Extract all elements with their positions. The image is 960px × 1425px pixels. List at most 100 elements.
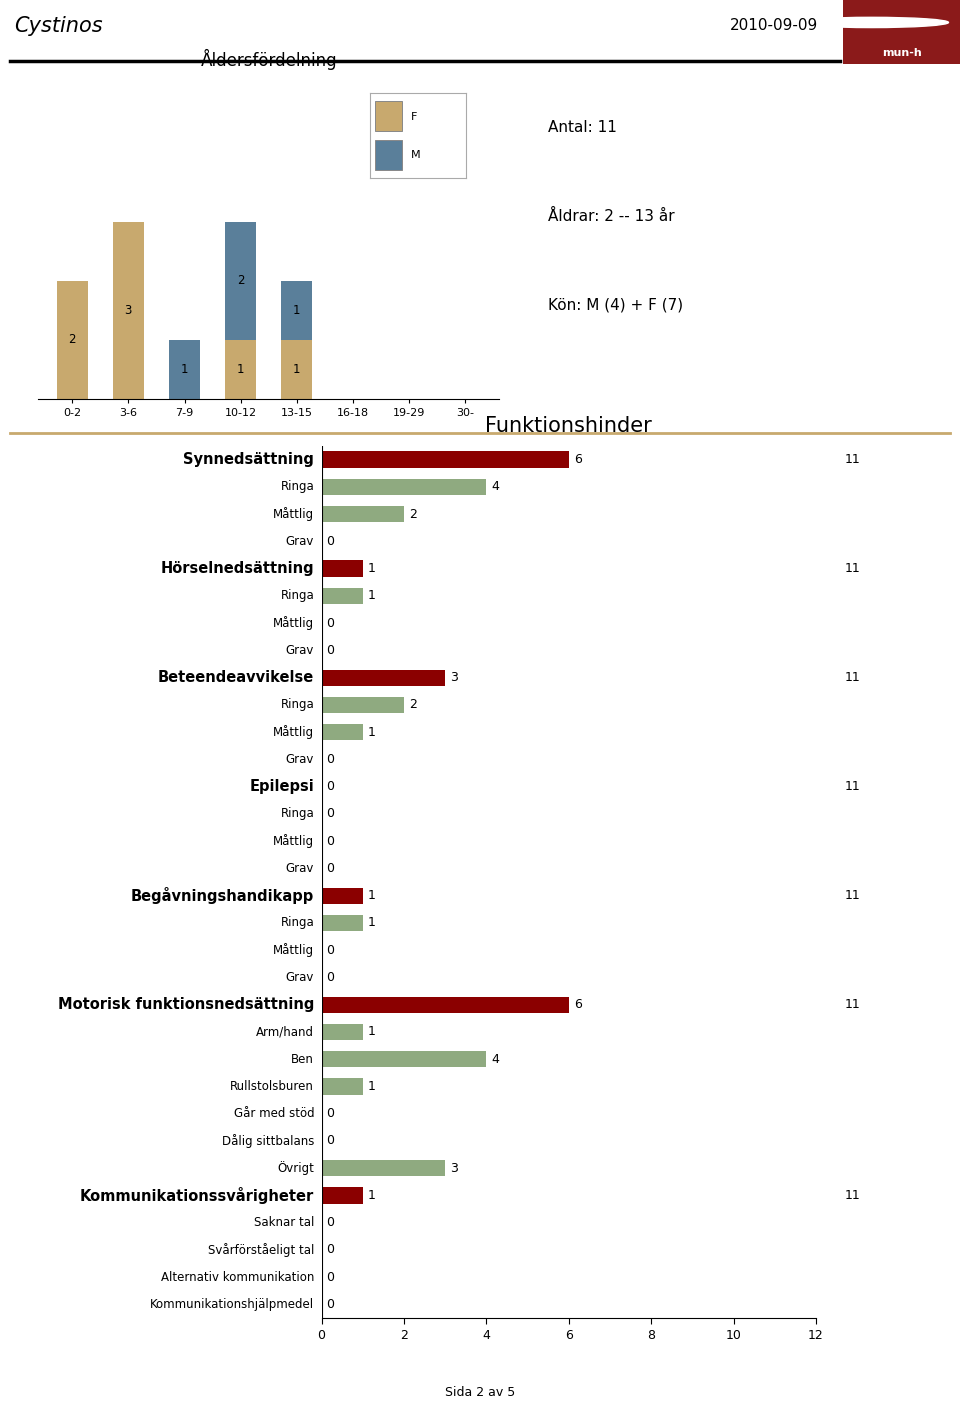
Text: 1: 1 xyxy=(368,563,375,576)
Text: 0: 0 xyxy=(326,644,334,657)
Text: 0: 0 xyxy=(326,1298,334,1311)
Text: Måttlig: Måttlig xyxy=(273,507,314,522)
Text: 1: 1 xyxy=(293,363,300,376)
Text: 1: 1 xyxy=(368,1080,375,1093)
Text: Måttlig: Måttlig xyxy=(273,834,314,848)
Text: 4: 4 xyxy=(492,480,499,493)
Text: 6: 6 xyxy=(574,453,582,466)
Text: 0: 0 xyxy=(326,835,334,848)
Text: 0: 0 xyxy=(326,943,334,956)
Text: 0: 0 xyxy=(326,862,334,875)
Bar xyxy=(281,281,312,341)
Text: Kommunikationssvårigheter: Kommunikationssvårigheter xyxy=(80,1187,314,1204)
Text: 0: 0 xyxy=(326,1107,334,1120)
Text: 11: 11 xyxy=(845,563,860,576)
Text: mun-h: mun-h xyxy=(882,47,923,57)
Text: 0: 0 xyxy=(326,1217,334,1230)
Bar xyxy=(322,888,363,903)
Circle shape xyxy=(795,17,948,27)
Text: Hörselnedsättning: Hörselnedsättning xyxy=(160,561,314,576)
Text: Beteendeavvikelse: Beteendeavvikelse xyxy=(158,670,314,685)
Bar xyxy=(322,697,404,712)
Bar xyxy=(113,222,144,399)
Text: Svårförståeligt tal: Svårförståeligt tal xyxy=(207,1243,314,1257)
Text: Grav: Grav xyxy=(286,534,314,547)
Bar xyxy=(226,341,256,399)
Text: Ringa: Ringa xyxy=(280,698,314,711)
Text: Ringa: Ringa xyxy=(280,480,314,493)
Text: Antal: 11: Antal: 11 xyxy=(548,120,617,135)
Text: F: F xyxy=(411,111,417,121)
Text: Ringa: Ringa xyxy=(280,916,314,929)
Text: Grav: Grav xyxy=(286,862,314,875)
Text: Begåvningshandikapp: Begåvningshandikapp xyxy=(131,888,314,905)
FancyBboxPatch shape xyxy=(375,101,402,131)
Bar xyxy=(57,281,87,399)
Text: Dålig sittbalans: Dålig sittbalans xyxy=(222,1134,314,1149)
Text: 1: 1 xyxy=(368,725,375,738)
Text: 11: 11 xyxy=(845,671,860,684)
Bar xyxy=(226,222,256,341)
Text: 2010-09-09: 2010-09-09 xyxy=(730,19,818,33)
Bar xyxy=(322,1187,363,1204)
Text: Måttlig: Måttlig xyxy=(273,725,314,740)
Text: Åldrar: 2 -- 13 år: Åldrar: 2 -- 13 år xyxy=(548,209,675,224)
Text: Ringa: Ringa xyxy=(280,808,314,821)
Text: Grav: Grav xyxy=(286,644,314,657)
Bar xyxy=(322,560,363,577)
Text: Epilepsi: Epilepsi xyxy=(250,779,314,794)
Title: Funktionshinder: Funktionshinder xyxy=(486,416,652,436)
Text: Motorisk funktionsnedsättning: Motorisk funktionsnedsättning xyxy=(58,997,314,1012)
Text: Ringa: Ringa xyxy=(280,590,314,603)
Text: 0: 0 xyxy=(326,752,334,765)
Text: Måttlig: Måttlig xyxy=(273,943,314,958)
Bar xyxy=(322,1023,363,1040)
Bar xyxy=(322,506,404,523)
Text: Grav: Grav xyxy=(286,752,314,765)
Bar xyxy=(281,341,312,399)
Text: Måttlig: Måttlig xyxy=(273,616,314,630)
Text: 0: 0 xyxy=(326,534,334,547)
Text: 6: 6 xyxy=(574,999,582,1012)
Text: 1: 1 xyxy=(368,916,375,929)
Bar xyxy=(322,724,363,741)
Text: Går med stöd: Går med stöd xyxy=(233,1107,314,1120)
Text: Cystinos: Cystinos xyxy=(14,16,103,36)
Text: Arm/hand: Arm/hand xyxy=(256,1026,314,1039)
Text: 1: 1 xyxy=(368,590,375,603)
Text: 1: 1 xyxy=(293,304,300,316)
Text: 3: 3 xyxy=(125,304,132,316)
Text: 1: 1 xyxy=(368,889,375,902)
Text: Synnedsättning: Synnedsättning xyxy=(183,452,314,467)
Text: M: M xyxy=(411,150,420,160)
Text: Rullstolsburen: Rullstolsburen xyxy=(230,1080,314,1093)
Text: Alternativ kommunikation: Alternativ kommunikation xyxy=(161,1271,314,1284)
Text: Ben: Ben xyxy=(291,1053,314,1066)
Text: 1: 1 xyxy=(237,363,245,376)
Text: 2: 2 xyxy=(409,507,417,520)
Bar xyxy=(322,1079,363,1094)
Text: 0: 0 xyxy=(326,1271,334,1284)
Bar xyxy=(322,915,363,931)
Text: 0: 0 xyxy=(326,781,334,794)
Text: Övrigt: Övrigt xyxy=(277,1161,314,1176)
Text: 0: 0 xyxy=(326,808,334,821)
Text: 2: 2 xyxy=(237,275,245,288)
Bar xyxy=(169,341,200,399)
Text: Grav: Grav xyxy=(286,970,314,983)
Text: 11: 11 xyxy=(845,1188,860,1201)
Text: 11: 11 xyxy=(845,453,860,466)
Text: 1: 1 xyxy=(368,1188,375,1201)
FancyBboxPatch shape xyxy=(843,0,960,64)
Bar xyxy=(322,479,487,494)
Bar xyxy=(322,996,568,1013)
Text: 11: 11 xyxy=(845,889,860,902)
Bar xyxy=(322,1160,445,1177)
Text: 1: 1 xyxy=(180,363,188,376)
Text: 0: 0 xyxy=(326,1134,334,1147)
Text: 0: 0 xyxy=(326,617,334,630)
Text: 0: 0 xyxy=(326,970,334,983)
Text: Kommunikationshjälpmedel: Kommunikationshjälpmedel xyxy=(150,1298,314,1311)
Bar xyxy=(322,1052,487,1067)
Text: 2: 2 xyxy=(409,698,417,711)
